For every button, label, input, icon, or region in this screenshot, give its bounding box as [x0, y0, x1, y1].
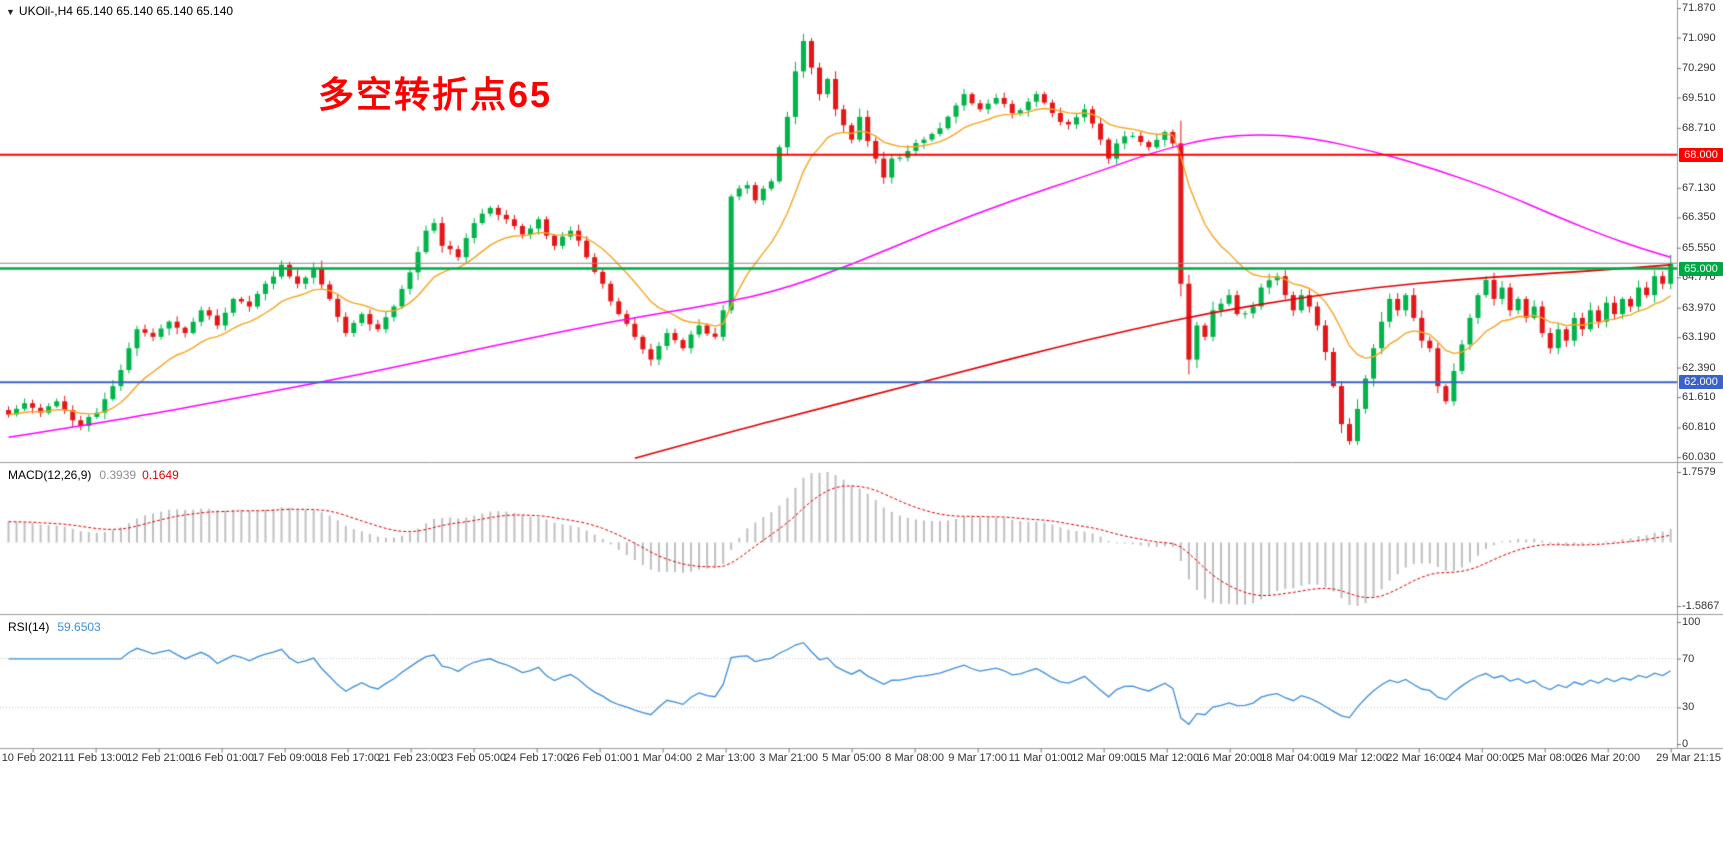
rsi-value: 59.6503	[57, 620, 101, 634]
macd-indicator-header: MACD(12,26,9) 0.3939 0.1649	[8, 468, 179, 482]
rsi-label: RSI(14)	[8, 620, 50, 634]
symbol-ohlc-header: ▼ UKOil-,H4 65.140 65.140 65.140 65.140	[6, 4, 233, 18]
chart-dropdown-icon[interactable]: ▼	[6, 7, 15, 17]
rsi-panel[interactable]	[0, 616, 1677, 748]
rsi-indicator-header: RSI(14) 59.6503	[8, 620, 101, 634]
macd-panel[interactable]	[0, 464, 1677, 614]
chart-annotation-text[interactable]: 多空转折点65	[318, 74, 553, 115]
macd-signal-value: 0.1649	[142, 468, 179, 482]
macd-label: MACD(12,26,9)	[8, 468, 92, 482]
macd-main-value: 0.3939	[99, 468, 137, 482]
symbol-ohlc-text: UKOil-,H4 65.140 65.140 65.140 65.140	[18, 4, 234, 18]
main-price-panel[interactable]	[0, 0, 1677, 462]
